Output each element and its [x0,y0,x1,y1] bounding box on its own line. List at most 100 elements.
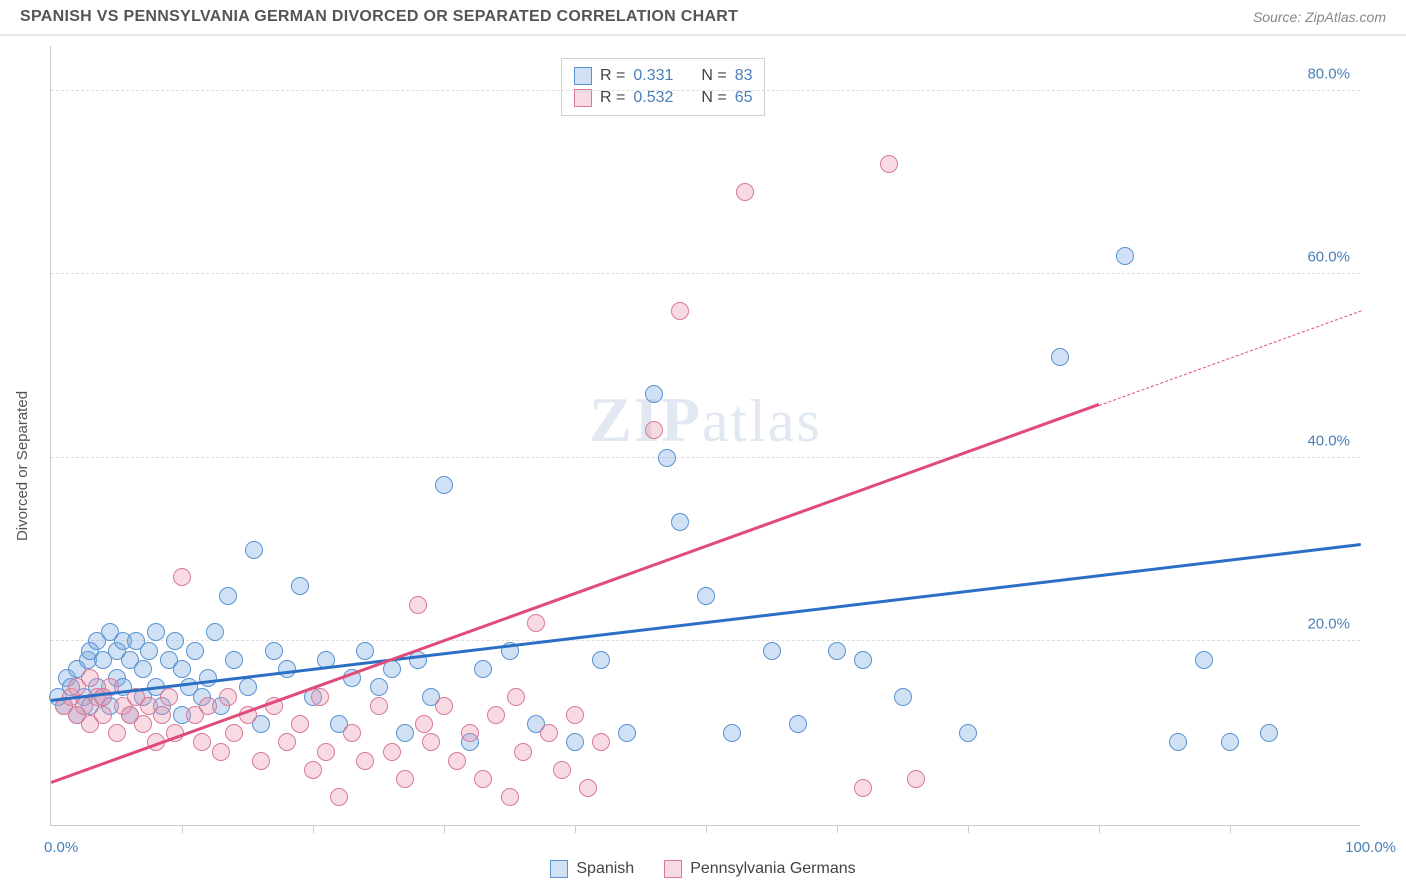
data-point [225,651,243,669]
data-point [140,642,158,660]
data-point [854,651,872,669]
data-point [514,743,532,761]
gridline [51,90,1360,91]
legend-r-value: 0.532 [633,89,685,107]
data-point [645,421,663,439]
watermark: ZIPatlas [589,383,822,457]
data-point [108,724,126,742]
data-point [1051,348,1069,366]
data-point [592,733,610,751]
data-point [566,733,584,751]
data-point [343,724,361,742]
x-tick [837,825,838,833]
data-point [383,743,401,761]
data-point [245,541,263,559]
data-point [317,743,335,761]
data-point [173,660,191,678]
chart-container: Divorced or Separated ZIPatlas R = 0.331 N… [0,36,1406,886]
legend-series-label: Spanish [576,860,634,878]
data-point [671,513,689,531]
data-point [894,688,912,706]
data-point [409,596,427,614]
data-point [854,779,872,797]
y-axis-label: Divorced or Separated [14,391,31,541]
gridline [51,457,1360,458]
data-point [160,688,178,706]
data-point [311,688,329,706]
x-tick [1230,825,1231,833]
data-point [186,642,204,660]
header-bar: SPANISH VS PENNSYLVANIA GERMAN DIVORCED … [0,0,1406,36]
data-point [671,302,689,320]
data-point [370,678,388,696]
data-point [278,733,296,751]
data-point [199,669,217,687]
legend-n-value: 83 [735,67,753,85]
data-point [959,724,977,742]
legend-series-item: Pennsylvania Germans [664,860,855,878]
data-point [153,706,171,724]
data-point [789,715,807,733]
y-tick-label: 40.0% [1307,432,1350,449]
data-point [1116,247,1134,265]
x-axis-min-label: 0.0% [44,839,78,856]
data-point [166,632,184,650]
data-point [356,752,374,770]
data-point [435,476,453,494]
data-point [134,660,152,678]
data-point [645,385,663,403]
data-point [206,623,224,641]
data-point [422,733,440,751]
data-point [291,715,309,733]
data-point [507,688,525,706]
legend-n-label: N = [701,89,726,107]
data-point [212,743,230,761]
y-tick-label: 80.0% [1307,65,1350,82]
data-point [461,724,479,742]
data-point [658,449,676,467]
data-point [618,724,636,742]
x-tick [968,825,969,833]
data-point [81,669,99,687]
data-point [553,761,571,779]
x-tick [182,825,183,833]
legend-series: Spanish Pennsylvania Germans [0,860,1406,878]
data-point [278,660,296,678]
x-tick [444,825,445,833]
data-point [173,568,191,586]
y-tick-label: 60.0% [1307,249,1350,266]
data-point [94,706,112,724]
legend-series-item: Spanish [550,860,634,878]
legend-stat-row: R =0.331N =83 [574,65,752,87]
legend-series-label: Pennsylvania Germans [690,860,855,878]
legend-swatch [574,89,592,107]
x-axis-max-label: 100.0% [1345,839,1396,856]
data-point [1221,733,1239,751]
x-tick [313,825,314,833]
legend-r-label: R = [600,67,625,85]
data-point [252,752,270,770]
trend-line [51,543,1361,702]
x-tick [575,825,576,833]
data-point [415,715,433,733]
data-point [396,724,414,742]
legend-n-value: 65 [735,89,753,107]
data-point [579,779,597,797]
data-point [828,642,846,660]
data-point [356,642,374,660]
data-point [448,752,466,770]
data-point [736,183,754,201]
data-point [474,770,492,788]
data-point [265,642,283,660]
data-point [330,788,348,806]
data-point [501,788,519,806]
legend-swatch [550,860,568,878]
gridline [51,640,1360,641]
data-point [527,614,545,632]
data-point [94,688,112,706]
data-point [147,623,165,641]
data-point [219,688,237,706]
y-tick-label: 20.0% [1307,616,1350,633]
legend-r-value: 0.331 [633,67,685,85]
data-point [540,724,558,742]
